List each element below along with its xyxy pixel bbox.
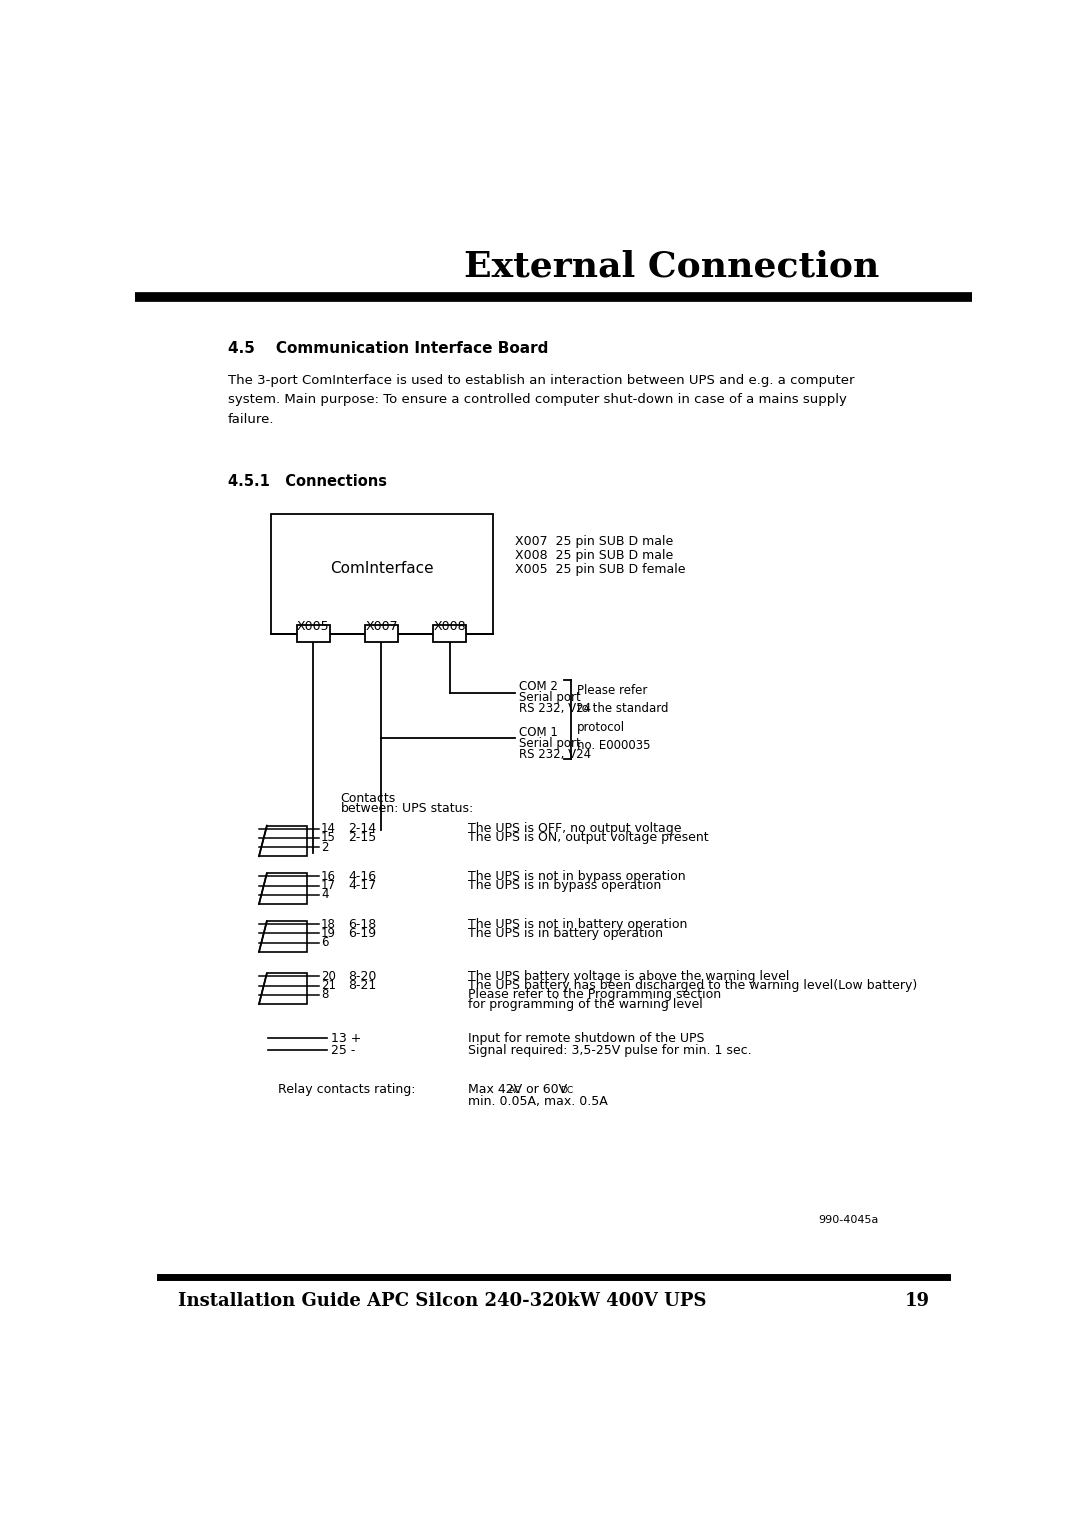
Text: 18: 18 <box>321 918 336 931</box>
Text: The UPS battery has been discharged to the warning level(Low battery): The UPS battery has been discharged to t… <box>469 979 918 992</box>
Text: The UPS is in bypass operation: The UPS is in bypass operation <box>469 879 661 892</box>
Text: min. 0.05A, max. 0.5A: min. 0.05A, max. 0.5A <box>469 1096 608 1108</box>
Text: 2: 2 <box>321 840 328 854</box>
Text: Please refer to the Programming section: Please refer to the Programming section <box>469 989 721 1001</box>
Text: 4: 4 <box>321 888 328 902</box>
Text: 19: 19 <box>904 1293 930 1309</box>
Text: X005: X005 <box>297 620 329 633</box>
Text: 17: 17 <box>321 879 336 892</box>
Text: Please refer
to the standard
protocol
no. E000035: Please refer to the standard protocol no… <box>577 685 669 752</box>
Text: Signal required: 3,5-25V pulse for min. 1 sec.: Signal required: 3,5-25V pulse for min. … <box>469 1044 752 1057</box>
Bar <box>271 515 494 634</box>
Text: Installation Guide APC Silcon 240-320kW 400V UPS: Installation Guide APC Silcon 240-320kW … <box>177 1293 706 1309</box>
Text: RS 232, V24: RS 232, V24 <box>518 747 591 761</box>
Text: 2-15: 2-15 <box>348 831 376 845</box>
Text: Serial port: Serial port <box>518 691 580 704</box>
Text: X008: X008 <box>433 620 465 633</box>
Text: 16: 16 <box>321 869 336 883</box>
Text: The UPS is not in bypass operation: The UPS is not in bypass operation <box>469 869 686 883</box>
Polygon shape <box>259 921 307 952</box>
Text: X008  25 pin SUB D male: X008 25 pin SUB D male <box>515 549 673 562</box>
Text: COM 1: COM 1 <box>518 726 557 740</box>
Text: 8-20: 8-20 <box>348 970 377 983</box>
Text: 8: 8 <box>321 989 328 1001</box>
Text: 6-18: 6-18 <box>348 918 376 931</box>
Text: 4-16: 4-16 <box>348 869 376 883</box>
Text: RS 232, V24: RS 232, V24 <box>518 701 591 715</box>
Text: The UPS battery voltage is above the warning level: The UPS battery voltage is above the war… <box>469 970 789 983</box>
Text: COM 2: COM 2 <box>518 680 557 694</box>
Text: Serial port: Serial port <box>518 736 580 750</box>
Bar <box>433 625 465 642</box>
Text: Relay contacts rating:: Relay contacts rating: <box>279 1083 416 1096</box>
Text: 21: 21 <box>321 979 336 992</box>
Polygon shape <box>259 973 307 1004</box>
Text: ComInterface: ComInterface <box>330 561 434 576</box>
Polygon shape <box>259 825 307 856</box>
Text: The UPS is ON, output voltage present: The UPS is ON, output voltage present <box>469 831 708 845</box>
Text: for programming of the warning level: for programming of the warning level <box>469 998 703 1010</box>
Text: 6: 6 <box>321 937 328 949</box>
Text: External Connection: External Connection <box>463 249 879 284</box>
Text: X007  25 pin SUB D male: X007 25 pin SUB D male <box>515 535 673 549</box>
Text: Max 42V: Max 42V <box>469 1083 523 1096</box>
Text: DC: DC <box>559 1086 572 1094</box>
Text: UPS status:: UPS status: <box>403 802 474 816</box>
Text: or 60V: or 60V <box>523 1083 568 1096</box>
Text: The UPS is OFF, no output voltage: The UPS is OFF, no output voltage <box>469 822 681 836</box>
Text: 6-19: 6-19 <box>348 927 376 940</box>
Text: 15: 15 <box>321 831 336 845</box>
Text: X005  25 pin SUB D female: X005 25 pin SUB D female <box>515 562 685 576</box>
Text: 4-17: 4-17 <box>348 879 376 892</box>
Text: The 3-port ComInterface is used to establish an interaction between UPS and e.g.: The 3-port ComInterface is used to estab… <box>228 373 854 426</box>
Text: 4.5    Communication Interface Board: 4.5 Communication Interface Board <box>228 341 549 356</box>
Text: X007: X007 <box>365 620 397 633</box>
Text: 4.5.1   Connections: 4.5.1 Connections <box>228 474 387 489</box>
Bar <box>297 625 329 642</box>
Text: Contacts: Contacts <box>340 792 395 805</box>
Text: 8-21: 8-21 <box>348 979 376 992</box>
Text: Input for remote shutdown of the UPS: Input for remote shutdown of the UPS <box>469 1031 705 1045</box>
Text: 25 -: 25 - <box>332 1044 355 1057</box>
Text: AC: AC <box>509 1086 521 1094</box>
Bar <box>365 625 397 642</box>
Text: The UPS is in battery operation: The UPS is in battery operation <box>469 927 663 940</box>
Text: The UPS is not in battery operation: The UPS is not in battery operation <box>469 918 688 931</box>
Text: 14: 14 <box>321 822 336 836</box>
Text: 13 +: 13 + <box>332 1031 362 1045</box>
Text: 20: 20 <box>321 970 336 983</box>
Text: 19: 19 <box>321 927 336 940</box>
Polygon shape <box>259 874 307 905</box>
Text: 2-14: 2-14 <box>348 822 376 836</box>
Text: 990-4045a: 990-4045a <box>819 1215 879 1225</box>
Text: between:: between: <box>340 802 399 816</box>
